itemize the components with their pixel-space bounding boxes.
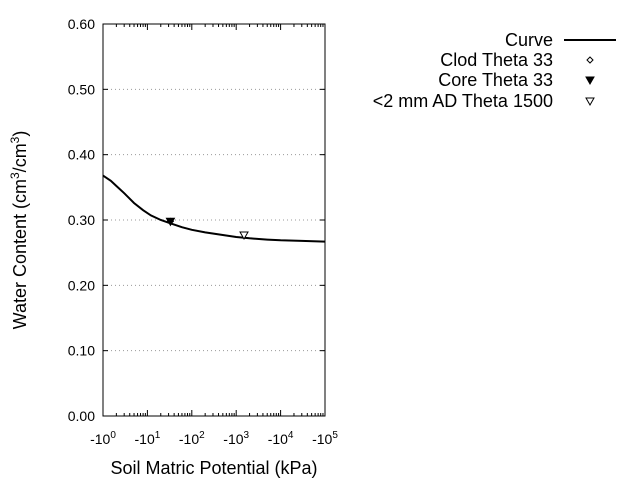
y-axis-title: Water Content (cm3/cm3) bbox=[8, 131, 30, 330]
y-tick-label: 0.00 bbox=[68, 408, 95, 424]
x-tick-label: -102 bbox=[179, 430, 205, 447]
legend-label: Clod Theta 33 bbox=[440, 50, 553, 70]
data-point-marker bbox=[165, 217, 176, 227]
y-tick-label: 0.20 bbox=[68, 277, 95, 293]
x-tick-label: -100 bbox=[90, 430, 116, 447]
x-tick-label: -103 bbox=[223, 430, 249, 447]
y-tick-label: 0.10 bbox=[68, 343, 95, 359]
y-tick-label: 0.60 bbox=[68, 16, 95, 32]
grid-lines bbox=[103, 88, 325, 352]
x-tick-label: -101 bbox=[135, 430, 161, 447]
y-tick-label: 0.50 bbox=[68, 81, 95, 97]
water-retention-curve bbox=[102, 174, 326, 243]
y-tick-label: 0.30 bbox=[68, 212, 95, 228]
axis-ticks: 0.00 0.10 0.20 0.30 0.40 0.50 0.60 -100 -101 -102… bbox=[68, 16, 339, 447]
data-point-marker bbox=[239, 231, 249, 241]
legend-label: <2 mm AD Theta 1500 bbox=[373, 91, 553, 111]
legend-label: Curve bbox=[505, 30, 553, 50]
legend-marker bbox=[586, 56, 594, 64]
y-tick-label: 0.40 bbox=[68, 147, 95, 163]
plot-area bbox=[102, 174, 326, 243]
legend-label: Core Theta 33 bbox=[438, 70, 553, 90]
x-tick-label: -105 bbox=[312, 430, 338, 447]
x-axis-title: Soil Matric Potential (kPa) bbox=[110, 458, 317, 478]
x-tick-label: -104 bbox=[268, 430, 294, 447]
legend-marker bbox=[585, 76, 595, 86]
legend-marker bbox=[585, 97, 595, 107]
